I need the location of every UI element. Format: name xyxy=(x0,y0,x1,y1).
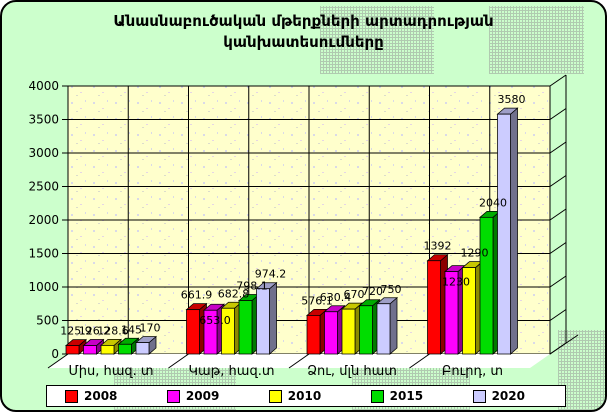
bar-2015 xyxy=(118,343,132,355)
data-label: 1290 xyxy=(461,247,489,260)
data-label: 170 xyxy=(140,322,161,335)
y-tick-label: 3500 xyxy=(28,113,59,127)
bar-2008 xyxy=(186,309,200,355)
chart-title: Անասնաբուծական մթերքների արտադրության կա… xyxy=(2,11,605,53)
legend-swatch-2015 xyxy=(370,389,384,403)
x-category-label: Բուրդ, տ xyxy=(442,364,503,379)
wall-depth-edge xyxy=(549,275,567,288)
data-label: 128.6 xyxy=(97,324,129,337)
bar-2015 xyxy=(479,216,494,355)
data-label: 720 xyxy=(362,285,383,298)
bar-2010 xyxy=(462,267,476,355)
bar-side-2020 xyxy=(269,281,277,355)
legend-item-2009: 2009 xyxy=(166,389,220,403)
data-label: 661.9 xyxy=(181,289,213,302)
data-label: 682.8 xyxy=(218,287,250,300)
floor-category-edge xyxy=(47,353,69,369)
data-label: 2040 xyxy=(479,196,507,209)
y-tick-label: 3000 xyxy=(28,146,59,160)
chart-legend: 2008 2009 2010 2015 2020 xyxy=(46,385,566,407)
data-label: 1230 xyxy=(442,276,470,289)
y-tick-label: 2500 xyxy=(28,180,59,194)
bar-side-2020 xyxy=(389,296,398,355)
floor-category-edge xyxy=(168,353,189,369)
wall-depth-edge xyxy=(549,141,567,154)
x-category-label: Միս, հազ. տ xyxy=(68,364,153,379)
bar-2020 xyxy=(376,303,391,355)
floor-category-edge xyxy=(409,353,430,369)
y-tick-label: 500 xyxy=(36,314,59,328)
bar-2010 xyxy=(100,345,115,355)
bar-2015 xyxy=(238,300,253,355)
wall-depth-edge xyxy=(549,175,567,187)
data-label: 1392 xyxy=(424,240,452,253)
data-label: 145 xyxy=(121,323,142,336)
legend-label-2009: 2009 xyxy=(185,389,220,403)
bar-2020 xyxy=(135,342,150,355)
x-category-label: Կաթ, հազ.տ xyxy=(189,364,275,379)
wall-depth-edge xyxy=(549,208,567,221)
data-label: 653.0 xyxy=(199,314,231,327)
x-category-label: Ձու, մլն հատ xyxy=(307,364,397,379)
data-label: 750 xyxy=(381,283,402,296)
chart-title-line2: կանխատեսումները xyxy=(223,33,384,51)
data-label: 576.1 xyxy=(301,294,333,307)
y-tick-label: 1500 xyxy=(28,247,59,261)
data-label: 3580 xyxy=(498,93,526,106)
legend-swatch-2008 xyxy=(65,389,78,403)
y-tick-label: 2000 xyxy=(28,213,59,227)
bar-2008 xyxy=(306,315,321,355)
legend-swatch-2020 xyxy=(472,389,486,403)
bar-2008 xyxy=(65,345,80,355)
bar-2020 xyxy=(497,113,511,355)
wall-depth-edge xyxy=(549,108,567,120)
legend-label-2010: 2010 xyxy=(287,389,322,403)
legend-item-2020: 2020 xyxy=(472,389,525,403)
data-label: 125.9 xyxy=(60,325,92,338)
bar-2008 xyxy=(427,260,441,355)
wall-depth-edge xyxy=(549,74,567,87)
background-texture-band xyxy=(489,6,584,74)
chart-title-line1: Անասնաբուծական մթերքների արտադրության xyxy=(113,12,494,30)
legend-item-2015: 2015 xyxy=(370,389,424,403)
wall-depth-edge xyxy=(549,309,567,321)
y-tick-label: 0 xyxy=(51,347,59,361)
floor-right-edge xyxy=(549,334,579,355)
background-texture-band xyxy=(320,6,434,74)
bar-2009 xyxy=(324,311,338,355)
bar-2010 xyxy=(341,308,356,355)
bar-2010 xyxy=(221,307,235,355)
bar-2020 xyxy=(256,288,270,355)
y-tick-label: 1000 xyxy=(28,280,59,294)
legend-item-2008: 2008 xyxy=(65,389,117,403)
y-tick-label: 4000 xyxy=(28,79,59,93)
data-label: 630.4 xyxy=(320,291,352,304)
bar-2009 xyxy=(83,345,97,355)
legend-swatch-2010 xyxy=(268,389,282,403)
data-label: 798.1 xyxy=(236,280,268,293)
bar-2009 xyxy=(203,309,218,355)
legend-label-2015: 2015 xyxy=(389,389,424,403)
bar-side-2020 xyxy=(510,107,518,355)
data-label: 670 xyxy=(344,288,365,301)
wall-depth-edge xyxy=(549,242,567,254)
data-label: 126.2 xyxy=(79,325,111,338)
bar-2009 xyxy=(444,271,459,355)
floor-category-edge xyxy=(288,353,310,369)
legend-label-2020: 2020 xyxy=(491,389,525,403)
data-label: 974.2 xyxy=(255,268,287,281)
legend-label-2008: 2008 xyxy=(84,389,118,403)
legend-item-2010: 2010 xyxy=(268,389,322,403)
bar-2015 xyxy=(359,305,373,355)
legend-swatch-2009 xyxy=(166,389,180,403)
